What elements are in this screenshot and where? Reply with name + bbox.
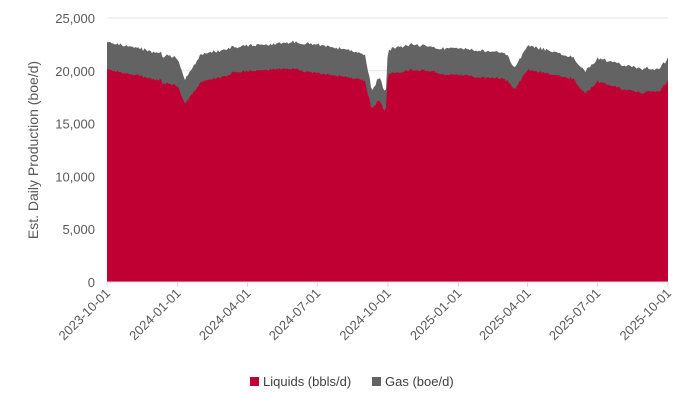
x-tick-label: 2024-10-01 [336, 286, 394, 344]
x-tick-label: 2024-04-01 [196, 286, 254, 344]
x-tick-label: 2025-04-01 [476, 286, 534, 344]
legend-swatch [372, 377, 381, 386]
x-tick-label: 2025-01-01 [407, 286, 465, 344]
x-tick-label: 2024-01-01 [126, 286, 184, 344]
stacked-areas [107, 40, 668, 283]
x-tick-label: 2023-10-01 [55, 286, 113, 344]
y-tick-label: 10,000 [55, 169, 95, 184]
y-axis-label: Est. Daily Production (boe/d) [25, 61, 41, 239]
legend-swatch [250, 377, 259, 386]
legend-label: Gas (boe/d) [385, 374, 454, 389]
liquids-area [107, 67, 668, 282]
y-tick-label: 5,000 [62, 222, 95, 237]
y-tick-label: 25,000 [55, 11, 95, 26]
x-tick-label: 2025-10-01 [616, 286, 674, 344]
legend: Liquids (bbls/d) Gas (boe/d) [250, 374, 454, 389]
x-axis-ticks: 2023-10-01 2024-01-01 2024-04-01 2024-07-01… [55, 282, 674, 343]
x-tick-label: 2025-07-01 [546, 286, 604, 344]
y-axis-ticks: 0 5,000 10,000 15,000 20,000 25,000 [55, 11, 95, 290]
y-tick-label: 15,000 [55, 117, 95, 132]
x-tick-label: 2024-07-01 [266, 286, 324, 344]
y-tick-label: 20,000 [55, 64, 95, 79]
y-tick-label: 0 [88, 275, 95, 290]
legend-label: Liquids (bbls/d) [263, 374, 351, 389]
